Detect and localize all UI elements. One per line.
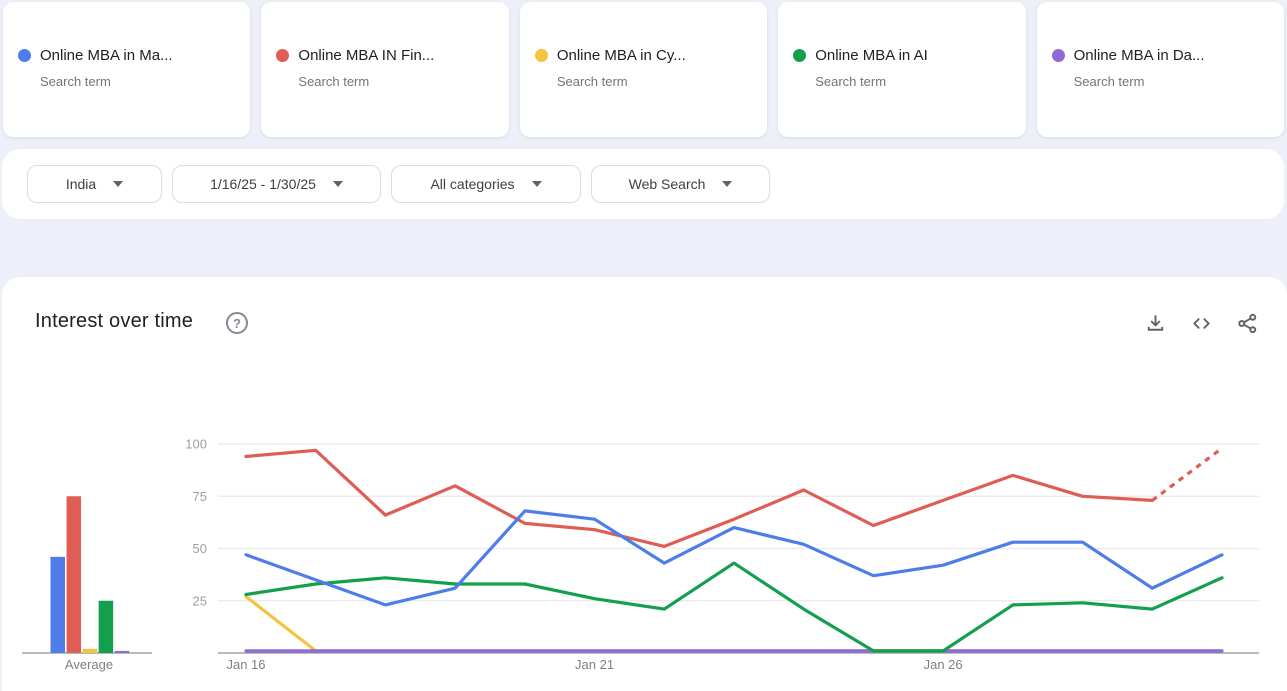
series-color-dot-icon bbox=[1051, 49, 1065, 62]
average-bar[interactable] bbox=[50, 556, 66, 653]
card-head: Online MBA IN Fin... bbox=[276, 47, 508, 64]
term-type-label: Search term bbox=[298, 74, 370, 89]
card-head: Online MBA in Cy... bbox=[534, 47, 767, 64]
download-icon[interactable] bbox=[1144, 312, 1167, 335]
embed-icon[interactable] bbox=[1190, 312, 1213, 335]
filter-value: 1/16/25 - 1/30/25 bbox=[210, 176, 316, 192]
series-line-dashed-1[interactable] bbox=[1151, 446, 1223, 502]
section-title: Interest over time bbox=[35, 310, 194, 332]
chevron-down-icon bbox=[113, 181, 124, 187]
filter-value: Web Search bbox=[628, 176, 706, 192]
y-tick-label: 50 bbox=[193, 541, 207, 556]
filter-category[interactable]: All categories bbox=[391, 165, 581, 203]
x-tick-label: Jan 21 bbox=[575, 657, 614, 672]
search-term-card[interactable]: Online MBA IN Fin... Search term bbox=[261, 2, 509, 137]
term-title: Online MBA in AI bbox=[815, 47, 928, 64]
share-icon[interactable] bbox=[1236, 312, 1259, 335]
search-terms-row: Online MBA in Ma... Search term Online MBA… bbox=[3, 2, 1285, 137]
term-title: Online MBA in Da... bbox=[1073, 47, 1205, 64]
average-bar[interactable] bbox=[114, 650, 130, 653]
series-color-dot-icon bbox=[793, 49, 807, 62]
term-type-label: Search term bbox=[1073, 74, 1145, 89]
series-line-0[interactable] bbox=[244, 509, 1224, 607]
search-term-card[interactable]: Online MBA in Da... Search term bbox=[1036, 2, 1285, 137]
series-color-dot-icon bbox=[18, 49, 31, 62]
series-line-1[interactable] bbox=[244, 448, 1154, 549]
y-tick-label: 75 bbox=[193, 489, 207, 504]
search-term-card[interactable]: Online MBA in AI Search term bbox=[778, 2, 1026, 137]
search-term-card[interactable]: Online MBA in Cy... Search term bbox=[519, 2, 768, 137]
average-bar[interactable] bbox=[82, 648, 98, 653]
series-color-dot-icon bbox=[534, 49, 548, 62]
term-title: Online MBA IN Fin... bbox=[298, 47, 435, 64]
card-head: Online MBA in AI bbox=[793, 47, 1025, 64]
y-tick-label: 100 bbox=[185, 437, 207, 452]
interest-over-time-chart[interactable]: 25 50 75 100 Jan 16 Jan 21 Jan 26 Average bbox=[0, 410, 1287, 691]
filter-value: India bbox=[65, 176, 97, 192]
filter-bar: India 1/16/25 - 1/30/25 All categories Web … bbox=[2, 149, 1284, 219]
term-type-label: Search term bbox=[556, 74, 628, 89]
average-label: Average bbox=[65, 657, 113, 672]
x-tick-label: Jan 26 bbox=[924, 657, 963, 672]
average-bar[interactable] bbox=[66, 496, 82, 653]
filter-value: All categories bbox=[430, 176, 515, 192]
term-type-label: Search term bbox=[815, 74, 887, 89]
interest-over-time-panel bbox=[2, 277, 1287, 691]
term-type-label: Search term bbox=[40, 74, 111, 89]
filter-date-range[interactable]: 1/16/25 - 1/30/25 bbox=[172, 165, 381, 203]
filter-search-type[interactable]: Web Search bbox=[591, 165, 770, 203]
chevron-down-icon bbox=[332, 181, 343, 187]
series-line-3[interactable] bbox=[244, 561, 1224, 653]
card-head: Online MBA in Ma... bbox=[18, 47, 250, 64]
help-icon[interactable]: ? bbox=[226, 312, 248, 334]
chevron-down-icon bbox=[722, 181, 733, 187]
series-color-dot-icon bbox=[276, 49, 290, 62]
chevron-down-icon bbox=[531, 181, 542, 187]
y-tick-label: 25 bbox=[193, 593, 207, 608]
chart-action-icons bbox=[1144, 312, 1259, 335]
filter-region[interactable]: India bbox=[27, 165, 162, 203]
search-term-card[interactable]: Online MBA in Ma... Search term bbox=[3, 2, 251, 137]
term-title: Online MBA in Ma... bbox=[40, 47, 173, 64]
x-tick-label: Jan 16 bbox=[226, 657, 265, 672]
term-title: Online MBA in Cy... bbox=[556, 47, 686, 64]
card-head: Online MBA in Da... bbox=[1051, 47, 1284, 64]
average-bar[interactable] bbox=[98, 600, 114, 653]
